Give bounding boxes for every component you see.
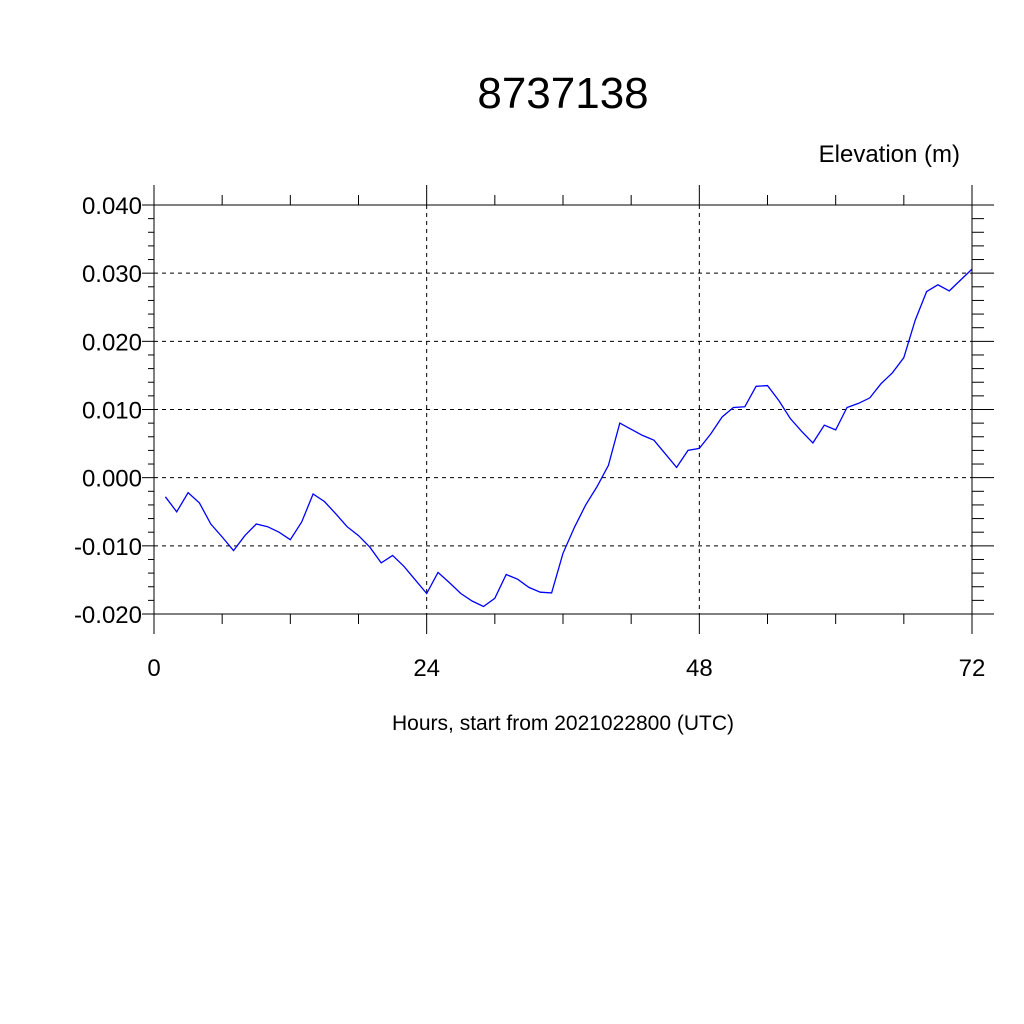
x-tick-label: 0: [147, 655, 160, 682]
y-tick-label: -0.010: [74, 534, 142, 561]
chart-title: 8737138: [477, 69, 648, 118]
plot-frame: [153, 204, 973, 615]
series-line: [164, 268, 973, 608]
x-tick-label: 24: [413, 655, 440, 682]
x-axis-label: Hours, start from 2021022800 (UTC): [392, 712, 734, 735]
x-tick-label: 72: [959, 655, 986, 682]
chart-subtitle: Elevation (m): [819, 141, 960, 168]
y-tick-label: 0.000: [82, 466, 142, 493]
y-tick-label: 0.040: [82, 193, 142, 220]
y-tick-labels: 0.040 0.030 0.020 0.010 0.000 -0.010 -0.020: [74, 193, 142, 629]
y-tick-label: 0.030: [82, 261, 142, 288]
y-tick-label: -0.020: [74, 602, 142, 629]
x-tick-labels: 0 24 48 72: [147, 655, 985, 682]
axis-ticks: [142, 185, 994, 634]
y-tick-label: 0.010: [82, 398, 142, 425]
x-tick-label: 48: [686, 655, 713, 682]
y-tick-label: 0.020: [82, 329, 142, 356]
series-layer: [164, 268, 973, 608]
